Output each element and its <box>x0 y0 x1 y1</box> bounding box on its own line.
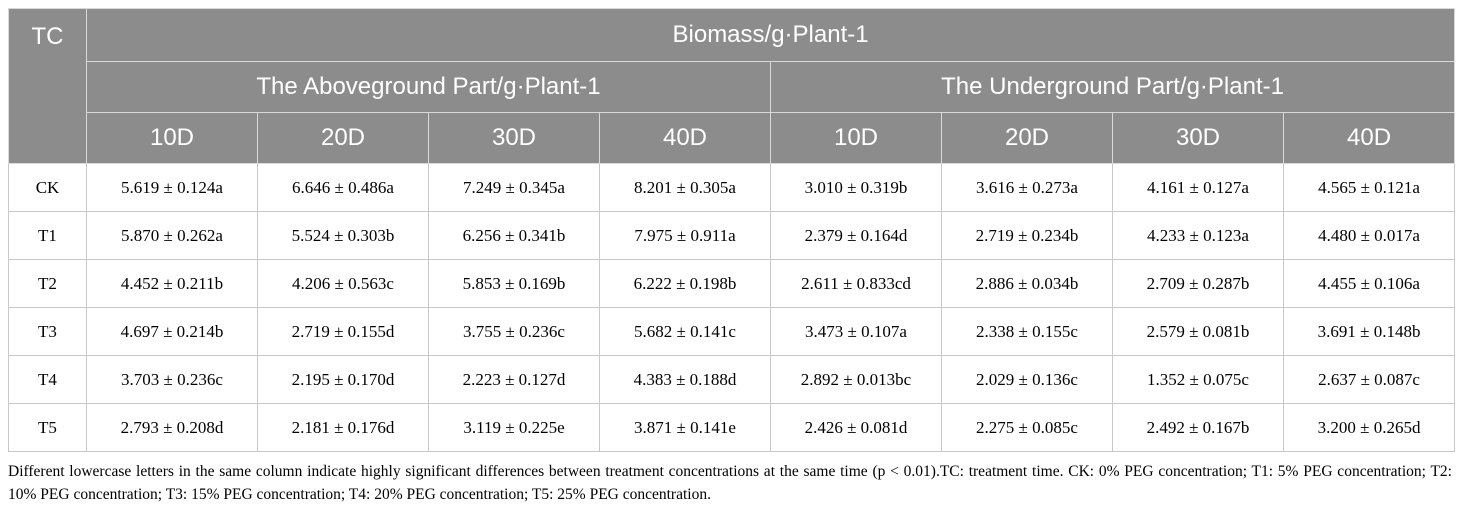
table-cell: 2.709 ± 0.287b <box>1112 259 1284 308</box>
table-cell: 2.719 ± 0.155d <box>257 307 429 356</box>
table-cell: 4.480 ± 0.017a <box>1282 211 1456 260</box>
day-header: 30D <box>428 112 600 164</box>
table-cell: 3.871 ± 0.141e <box>599 403 771 452</box>
table-cell: 3.119 ± 0.225e <box>428 403 600 452</box>
table-cell: 6.646 ± 0.486a <box>257 163 429 212</box>
header-row-2: The Aboveground Part/g·Plant-1 The Under… <box>9 61 1456 113</box>
table-cell: 2.793 ± 0.208d <box>86 403 258 452</box>
table-row: T1 5.870 ± 0.262a 5.524 ± 0.303b 6.256 ±… <box>8 211 1456 260</box>
biomass-header: Biomass/g·Plant-1 <box>85 8 1456 62</box>
table-cell: 5.853 ± 0.169b <box>428 259 600 308</box>
table-row: CK 5.619 ± 0.124a 6.646 ± 0.486a 7.249 ±… <box>8 163 1456 212</box>
table-cell: 3.755 ± 0.236c <box>428 307 600 356</box>
table-footnote: Different lowercase letters in the same … <box>8 463 1452 503</box>
table-cell: 5.870 ± 0.262a <box>86 211 258 260</box>
table-cell: 7.249 ± 0.345a <box>428 163 600 212</box>
day-header: 40D <box>599 112 771 164</box>
table-cell: 2.275 ± 0.085c <box>941 403 1113 452</box>
table-cell: 2.637 ± 0.087c <box>1282 355 1456 404</box>
table-cell: 5.619 ± 0.124a <box>86 163 258 212</box>
day-header: 10D <box>86 112 258 164</box>
day-header: 30D <box>1112 112 1284 164</box>
aboveground-header: The Aboveground Part/g·Plant-1 <box>86 61 771 113</box>
day-header: 10D <box>770 112 942 164</box>
table-row: T2 4.452 ± 0.211b 4.206 ± 0.563c 5.853 ±… <box>8 259 1456 308</box>
row-label: T5 <box>8 403 87 452</box>
table-cell: 3.703 ± 0.236c <box>86 355 258 404</box>
header-row-3: 10D 20D 30D 40D 10D 20D 30D 40D <box>9 112 1456 164</box>
table-cell: 7.975 ± 0.911a <box>599 211 771 260</box>
table-cell: 3.616 ± 0.273a <box>941 163 1113 212</box>
biomass-table: TC Biomass/g·Plant-1 The Aboveground Par… <box>8 8 1456 452</box>
table-cell: 5.682 ± 0.141c <box>599 307 771 356</box>
table-cell: 3.473 ± 0.107a <box>770 307 942 356</box>
row-label: T4 <box>8 355 87 404</box>
day-header: 20D <box>941 112 1113 164</box>
table-cell: 4.206 ± 0.563c <box>257 259 429 308</box>
table-cell: 8.201 ± 0.305a <box>599 163 771 212</box>
table-cell: 4.452 ± 0.211b <box>86 259 258 308</box>
table-cell: 4.233 ± 0.123a <box>1112 211 1284 260</box>
table-cell: 4.161 ± 0.127a <box>1112 163 1284 212</box>
table-row: T3 4.697 ± 0.214b 2.719 ± 0.155d 3.755 ±… <box>8 307 1456 356</box>
table-cell: 3.200 ± 0.265d <box>1282 403 1456 452</box>
table-cell: 2.611 ± 0.833cd <box>770 259 942 308</box>
biomass-table-container: TC Biomass/g·Plant-1 The Aboveground Par… <box>8 8 1456 452</box>
table-cell: 2.426 ± 0.081d <box>770 403 942 452</box>
table-cell: 1.352 ± 0.075c <box>1112 355 1284 404</box>
table-cell: 2.492 ± 0.167b <box>1112 403 1284 452</box>
table-cell: 4.565 ± 0.121a <box>1282 163 1456 212</box>
tc-header: TC <box>8 8 87 164</box>
table-cell: 3.010 ± 0.319b <box>770 163 942 212</box>
table-cell: 2.338 ± 0.155c <box>941 307 1113 356</box>
table-cell: 2.029 ± 0.136c <box>941 355 1113 404</box>
table-cell: 2.892 ± 0.013bc <box>770 355 942 404</box>
table-cell: 2.886 ± 0.034b <box>941 259 1113 308</box>
day-header: 40D <box>1282 112 1456 164</box>
table-cell: 2.195 ± 0.170d <box>257 355 429 404</box>
header-row-1: TC Biomass/g·Plant-1 <box>8 8 1456 164</box>
table-cell: 4.383 ± 0.188d <box>599 355 771 404</box>
table-row: T5 2.793 ± 0.208d 2.181 ± 0.176d 3.119 ±… <box>8 403 1456 452</box>
row-label: T2 <box>8 259 87 308</box>
table-cell: 2.379 ± 0.164d <box>770 211 942 260</box>
table-cell: 2.181 ± 0.176d <box>257 403 429 452</box>
underground-header: The Underground Part/g·Plant-1 <box>769 61 1456 113</box>
table-cell: 6.222 ± 0.198b <box>599 259 771 308</box>
table-cell: 2.579 ± 0.081b <box>1112 307 1284 356</box>
table-cell: 2.223 ± 0.127d <box>428 355 600 404</box>
table-cell: 2.719 ± 0.234b <box>941 211 1113 260</box>
table-cell: 4.455 ± 0.106a <box>1282 259 1456 308</box>
table-cell: 3.691 ± 0.148b <box>1282 307 1456 356</box>
row-label: T1 <box>8 211 87 260</box>
table-cell: 5.524 ± 0.303b <box>257 211 429 260</box>
table-row: T4 3.703 ± 0.236c 2.195 ± 0.170d 2.223 ±… <box>8 355 1456 404</box>
table-cell: 6.256 ± 0.341b <box>428 211 600 260</box>
row-label: T3 <box>8 307 87 356</box>
table-cell: 4.697 ± 0.214b <box>86 307 258 356</box>
day-header: 20D <box>257 112 429 164</box>
row-label: CK <box>8 163 87 212</box>
